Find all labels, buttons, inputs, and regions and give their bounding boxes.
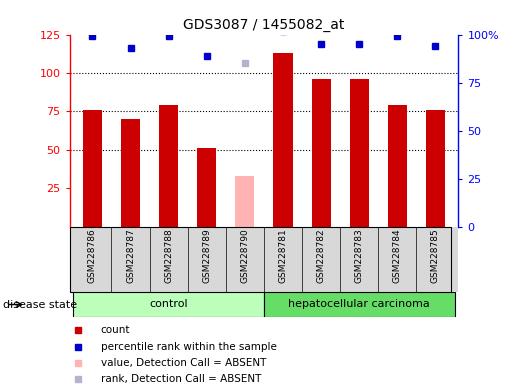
Bar: [312, 79, 331, 227]
Text: GSM228781: GSM228781: [279, 228, 287, 283]
Text: GSM228785: GSM228785: [431, 228, 440, 283]
Text: GSM228782: GSM228782: [317, 228, 325, 283]
Bar: [388, 105, 407, 227]
Bar: [121, 119, 140, 227]
Text: value, Detection Call = ABSENT: value, Detection Call = ABSENT: [100, 358, 266, 368]
Text: GSM228790: GSM228790: [241, 228, 249, 283]
Text: rank, Detection Call = ABSENT: rank, Detection Call = ABSENT: [100, 374, 261, 384]
Text: disease state: disease state: [3, 300, 77, 310]
Text: GSM228788: GSM228788: [164, 228, 173, 283]
Bar: [73, 292, 264, 317]
Text: percentile rank within the sample: percentile rank within the sample: [100, 342, 277, 352]
Text: control: control: [149, 299, 188, 310]
Bar: [273, 53, 293, 227]
Text: count: count: [100, 326, 130, 336]
Bar: [350, 79, 369, 227]
Text: GSM228787: GSM228787: [126, 228, 135, 283]
Bar: [159, 105, 178, 227]
Bar: [264, 292, 455, 317]
Text: GSM228786: GSM228786: [88, 228, 97, 283]
Text: GSM228784: GSM228784: [393, 228, 402, 283]
Bar: [235, 176, 254, 227]
Bar: [83, 110, 102, 227]
Bar: [426, 110, 445, 227]
Text: GSM228783: GSM228783: [355, 228, 364, 283]
Text: hepatocellular carcinoma: hepatocellular carcinoma: [288, 299, 430, 310]
Bar: [197, 148, 216, 227]
Text: GSM228789: GSM228789: [202, 228, 211, 283]
Title: GDS3087 / 1455082_at: GDS3087 / 1455082_at: [183, 18, 345, 32]
